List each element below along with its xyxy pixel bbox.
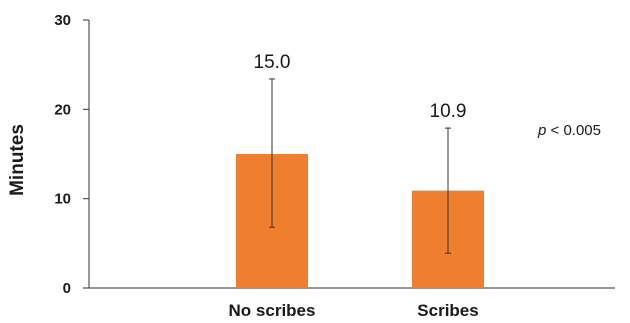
bar-value-label: 15.0 <box>254 52 291 73</box>
significance-annotation-p: p <box>537 122 546 139</box>
x-category-label: Scribes <box>417 301 478 320</box>
y-axis-ticks: 0 10 20 30 <box>54 12 89 297</box>
y-tick-label: 0 <box>63 280 71 297</box>
x-category-label: No scribes <box>229 301 316 320</box>
chart-plot-area: 0 10 20 30 15.0 10.9 No scribes Scribes <box>54 12 615 320</box>
significance-annotation-text: < 0.005 <box>546 122 601 139</box>
y-tick-label: 30 <box>54 12 71 29</box>
bars-layer <box>236 154 484 288</box>
y-tick-label: 10 <box>54 191 71 208</box>
bar-value-label: 10.9 <box>430 101 467 122</box>
significance-annotation: p < 0.005 <box>537 122 601 139</box>
y-tick-label: 20 <box>54 101 71 118</box>
category-labels-layer: No scribes Scribes <box>229 301 479 320</box>
data-labels-layer: 15.0 10.9 <box>254 52 467 122</box>
error-bars-layer <box>269 78 451 254</box>
y-axis-title: Minutes <box>7 124 28 196</box>
